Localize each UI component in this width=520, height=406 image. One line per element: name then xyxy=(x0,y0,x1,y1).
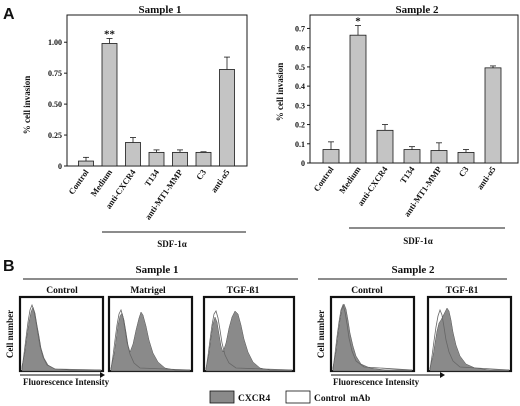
chart2-category-label: Medium xyxy=(337,164,363,195)
chart2-ytick-label: 0.2 xyxy=(295,121,305,130)
histogram-sample2-control xyxy=(329,295,416,373)
hist-s1-control-cxcr4-curve xyxy=(21,306,102,372)
histogram-sample1-control xyxy=(18,295,105,373)
chart2-bar xyxy=(403,149,421,164)
chart2-ytick-label: 0.6 xyxy=(295,44,305,53)
chart2-ytick-label: 0.1 xyxy=(295,140,305,149)
legend-cxcr4-swatch xyxy=(209,390,235,404)
chart2-title: Sample 2 xyxy=(395,4,439,16)
panel-a-letter: A xyxy=(3,6,15,23)
chart1-bar xyxy=(148,151,165,167)
chart-sample-1: Sample 1 % cell invasion 0 0.25 0.50 0.75 1.… xyxy=(22,4,248,249)
hist-s2-control-title: Control xyxy=(351,286,383,296)
chart1-bar xyxy=(195,151,212,167)
chart2-bar xyxy=(376,129,394,164)
chart2-y-axis-label: % cell invasion xyxy=(275,63,285,122)
chart2-group-label: SDF-1α xyxy=(403,236,433,246)
chart2-ytick-label: 0.4 xyxy=(295,82,305,91)
legend-control-swatch xyxy=(285,390,311,404)
chart1-category-label: T134 xyxy=(142,167,161,188)
hist-s2-arrowhead-icon xyxy=(440,372,445,378)
chart2-ytick-label: 0.5 xyxy=(295,63,305,72)
chart1-ytick-label: 0.75 xyxy=(48,69,62,78)
chart2-bar xyxy=(349,34,367,164)
hist-s1-arrowhead-icon xyxy=(100,372,105,378)
hist-s2-tgf-ctrl-curve xyxy=(429,308,510,371)
chart2-ytick-label: 0.7 xyxy=(295,24,305,33)
legend-control-label: Control mAb xyxy=(314,394,370,404)
legend-cxcr4-label: CXCR4 xyxy=(238,394,270,404)
histogram-sample1-matrigel xyxy=(107,295,194,373)
chart2-category-label: Control xyxy=(311,164,336,193)
chart1-title: Sample 1 xyxy=(138,4,181,16)
chart1-category-label: anti-α5 xyxy=(209,167,232,194)
chart1-bar xyxy=(219,69,235,167)
chart1-ytick-label: 0.25 xyxy=(48,131,62,140)
chart1-y-axis-label: % cell invasion xyxy=(22,76,32,135)
hist-s1-tgf-title: TGF-ß1 xyxy=(227,286,260,296)
chart2-bar xyxy=(457,152,475,164)
chart1-bar xyxy=(101,43,118,167)
hist-s2-x-axis-label: Fluorescence Intensity xyxy=(333,377,420,387)
chart2-significance-label: * xyxy=(355,16,361,28)
chart1-category-label: C3 xyxy=(194,167,208,181)
hist-s2-y-axis-label: Cell number xyxy=(316,310,326,358)
chart2-category-label: C3 xyxy=(456,164,470,178)
chart2-category-label: anti-α5 xyxy=(475,164,498,191)
hist-s2-tgf-cxcr4-curve xyxy=(429,307,510,372)
hist-s1-tgf-cxcr4-curve xyxy=(205,310,293,372)
hist-s1-x-axis-label: Fluorescence Intensity xyxy=(23,377,110,387)
hist-s1-tgf-ctrl-curve xyxy=(205,310,293,371)
hist-s2-control-cxcr4-curve xyxy=(332,303,413,372)
chart1-significance-label: ** xyxy=(104,29,116,41)
chart1-category-label: Control xyxy=(66,167,91,196)
hist-s1-control-title: Control xyxy=(46,286,78,296)
panel-b-letter: B xyxy=(3,258,15,275)
chart-sample-2: Sample 2 % cell invasion 0 0.1 0.2 0.3 0.4 0.… xyxy=(275,4,519,246)
chart1-bar xyxy=(125,142,141,167)
panel-b-sample1-title: Sample 1 xyxy=(135,264,178,276)
hist-s1-control-ctrl-curve xyxy=(21,303,102,371)
chart2-ytick-label: 0 xyxy=(301,159,305,168)
chart1-group-label: SDF-1α xyxy=(157,239,187,249)
chart1-ytick-label: 0 xyxy=(58,162,62,171)
hist-s2-tgf-title: TGF-ß1 xyxy=(446,286,479,296)
chart1-bar xyxy=(78,160,94,167)
hist-s1-matrigel-ctrl-curve xyxy=(110,308,191,371)
chart1-bar xyxy=(172,151,188,167)
hist-s1-y-axis-label: Cell number xyxy=(5,310,15,358)
chart2-ytick-label: 0.3 xyxy=(295,101,305,110)
histogram-sample1-tgf-beta1 xyxy=(202,295,296,373)
chart1-ytick-label: 1.00 xyxy=(48,38,62,47)
hist-s2-control-ctrl-curve xyxy=(332,303,413,371)
chart2-bar xyxy=(484,67,502,164)
chart2-bar xyxy=(430,150,448,164)
chart1-ytick-label: 0.50 xyxy=(48,100,62,109)
legend: CXCR4 Control mAb xyxy=(209,390,370,404)
chart2-category-label: T134 xyxy=(398,164,417,185)
panel-b-sample2-title: Sample 2 xyxy=(391,264,435,276)
chart2-bar xyxy=(322,149,340,164)
histogram-sample2-tgf-beta1 xyxy=(426,295,513,373)
hist-s1-matrigel-title: Matrigel xyxy=(130,286,166,296)
